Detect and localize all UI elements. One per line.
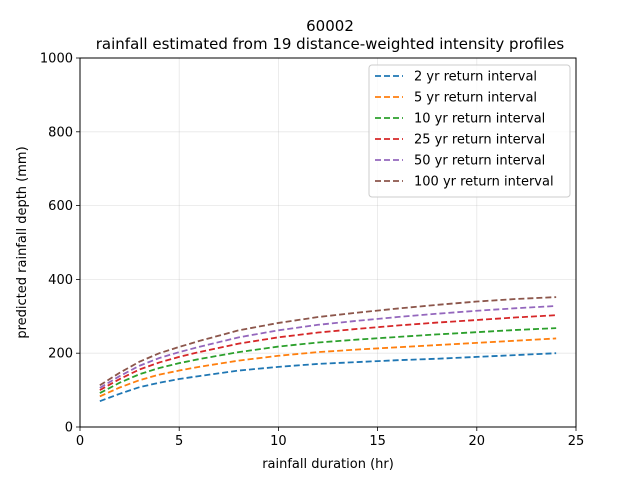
series-lines — [99, 296, 557, 403]
y-tick-label: 1000 — [40, 52, 73, 67]
x-tick-label: 0 — [76, 434, 84, 449]
legend-label: 100 yr return interval — [414, 175, 554, 190]
x-tick-label: 5 — [175, 434, 183, 449]
series-line-10-yr — [99, 327, 557, 394]
x-axis-label: rainfall duration (hr) — [262, 457, 394, 472]
axis-ticks: 0 5 10 15 20 25 0 200 400 600 800 1000 — [40, 52, 584, 450]
legend-label: 25 yr return interval — [414, 133, 545, 148]
legend-box — [368, 64, 571, 198]
x-tick-label: 20 — [469, 434, 486, 449]
x-tick-label: 25 — [568, 434, 585, 449]
series-line-25-yr — [99, 314, 557, 391]
series-line-5-yr — [99, 337, 557, 398]
x-tick-label: 10 — [270, 434, 287, 449]
legend-label: 50 yr return interval — [414, 154, 545, 169]
plot-frame — [79, 57, 577, 428]
y-tick-label: 600 — [48, 199, 73, 214]
x-tick-label: 15 — [369, 434, 386, 449]
legend-label: 5 yr return interval — [414, 91, 537, 106]
y-tick-label: 400 — [48, 273, 73, 288]
y-tick-label: 800 — [48, 125, 73, 140]
chart-subtitle: rainfall estimated from 19 distance-weig… — [96, 35, 565, 53]
y-tick-label: 0 — [65, 421, 73, 436]
y-axis-label: predicted rainfall depth (mm) — [15, 146, 30, 338]
series-line-2-yr — [99, 352, 557, 403]
chart-title: 60002 — [306, 17, 354, 35]
legend: 2 yr return interval 5 yr return interval… — [368, 64, 571, 198]
legend-label: 2 yr return interval — [414, 70, 537, 85]
legend-label: 10 yr return interval — [414, 112, 545, 127]
y-tick-label: 200 — [48, 347, 73, 362]
series-line-100-yr — [99, 296, 557, 387]
